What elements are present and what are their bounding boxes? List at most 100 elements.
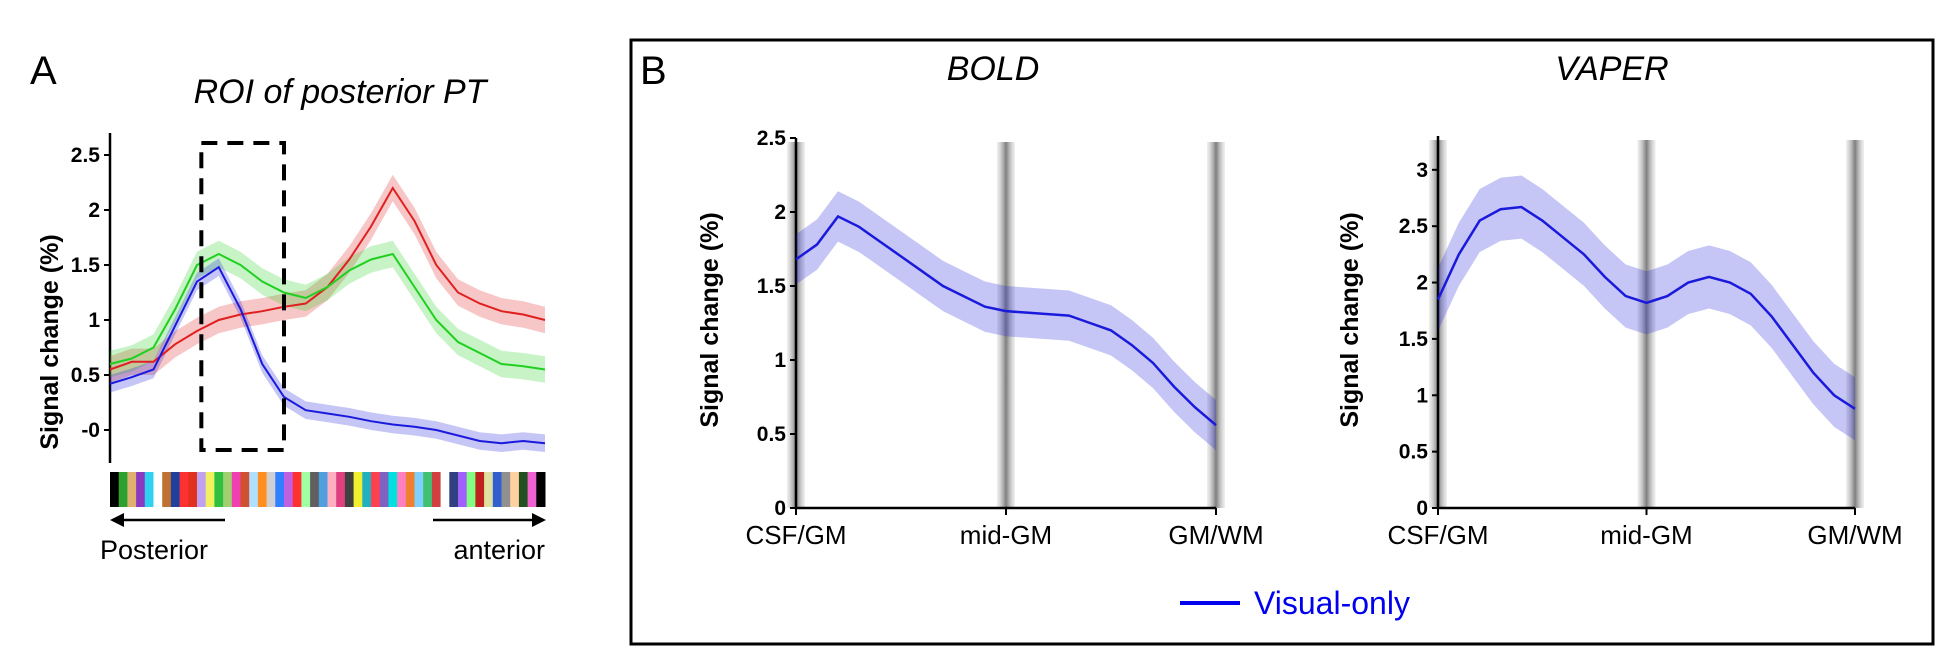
y-tick-label: 2: [1416, 272, 1428, 295]
panel-letter-b: B: [640, 49, 667, 93]
strip-cell: [492, 472, 502, 507]
panel-a-yticks: -0 0.5 1 1.5 2 2.5: [71, 133, 112, 463]
series-line: [795, 214, 1217, 427]
panel-a-title: ROI of posterior PT: [194, 73, 489, 111]
y-tick-label: 2.5: [71, 144, 101, 167]
strip-cell: [431, 472, 442, 507]
strip-cell: [214, 472, 224, 507]
vaper-ylabel: Signal change (%): [1336, 212, 1364, 427]
y-tick-label: 2.5: [1399, 215, 1429, 238]
strip-cell: [231, 472, 241, 507]
strip-cell: [170, 472, 181, 507]
series-line: [109, 265, 546, 445]
series-line: [1436, 205, 1856, 410]
strip-cell: [327, 472, 337, 507]
x-tick-label: mid-GM: [960, 520, 1052, 550]
strip-cell: [301, 472, 311, 507]
y-tick-label: 2.5: [757, 127, 787, 150]
strip-cell: [484, 472, 494, 507]
y-tick-label: 2: [774, 201, 786, 224]
strip-cell: [179, 472, 189, 507]
y-tick-label: 2: [88, 199, 100, 222]
strip-cell: [162, 472, 172, 507]
strip-cell: [344, 472, 355, 507]
strip-cell: [440, 472, 450, 507]
strip-cell: [371, 472, 381, 507]
bold-title: BOLD: [947, 50, 1040, 88]
anterior-arrow-head: [532, 513, 546, 527]
panel-letter-a: A: [30, 49, 57, 93]
series-band: [110, 240, 545, 383]
strip-cell: [292, 472, 302, 507]
strip-cell: [423, 472, 433, 507]
strip-cell: [266, 472, 276, 507]
strip-cell: [414, 472, 424, 507]
y-tick-label: 0.5: [757, 423, 787, 446]
y-tick-label: 0: [774, 497, 786, 520]
posterior-arrow-head: [110, 513, 124, 527]
vaper-xticks: CSF/GM mid-GM GM/WM: [1387, 508, 1903, 550]
strip-cell: [362, 472, 372, 507]
strip-cell: [466, 472, 476, 507]
legend-label: Visual-only: [1254, 585, 1410, 621]
strip-cell: [353, 472, 363, 507]
strip-cell: [188, 472, 198, 507]
strip-cell: [510, 472, 520, 507]
strip-cell: [336, 472, 346, 507]
strip-cell: [310, 472, 320, 507]
vaper-yticks: 0 0.5 1 1.5 2 2.5 3: [1399, 136, 1855, 520]
roi-dashed-box: [199, 141, 287, 452]
strip-cell: [136, 472, 146, 507]
strip-cell: [240, 472, 250, 507]
strip-cell: [518, 472, 529, 507]
strip-cell: [127, 472, 137, 507]
y-tick-label: 0.5: [1399, 441, 1429, 464]
bold-plot: [795, 191, 1217, 451]
anterior-label: anterior: [453, 535, 545, 565]
strip-cell: [118, 472, 128, 507]
strip-cell: [449, 472, 459, 507]
strip-cell: [144, 472, 154, 507]
strip-cell: [458, 472, 468, 507]
y-tick-label: 0: [1416, 497, 1428, 520]
y-tick-label: 1.5: [71, 254, 101, 277]
y-tick-label: 3: [1416, 159, 1428, 182]
strip-cell: [110, 472, 120, 507]
series-band: [110, 174, 545, 383]
x-tick-label: CSF/GM: [745, 520, 846, 550]
strip-cell: [405, 472, 415, 507]
y-tick-label: 1: [1416, 384, 1428, 407]
bold-ylabel: Signal change (%): [696, 212, 724, 427]
series-band: [1438, 175, 1855, 441]
strip-cell: [205, 472, 215, 507]
y-tick-label: -0: [81, 419, 100, 442]
y-tick-label: 1.5: [757, 275, 787, 298]
strip-cell: [249, 472, 259, 507]
strip-cell: [318, 472, 328, 507]
strip-cell: [388, 472, 398, 507]
boundary-bar: [1637, 140, 1656, 508]
vaper-title: VAPER: [1555, 50, 1668, 88]
panel-b-vaper: VAPER Signal change (%) 0 0.5 1 1.5 2 2.5 3 CS…: [1336, 50, 1903, 550]
y-tick-label: 1.5: [1399, 328, 1429, 351]
strip-cell: [397, 472, 407, 507]
strip-cell: [257, 472, 268, 507]
panel-b-frame: [629, 38, 1935, 646]
strip-cell: [527, 472, 537, 507]
posterior-label: Posterior: [100, 535, 208, 565]
boundary-bar: [1207, 142, 1225, 508]
boundary-bar: [1846, 140, 1864, 508]
series-line: [109, 252, 546, 371]
y-tick-label: 1: [774, 349, 786, 372]
vaper-plot: [1436, 175, 1856, 441]
panel-a-plot: [109, 141, 546, 452]
x-tick-label: CSF/GM: [1387, 520, 1488, 550]
boundary-bar: [997, 142, 1015, 508]
panel-b-bold: BOLD Signal change (%) 0 0.5 1 1.5 2 2.5 CSF/…: [696, 50, 1264, 550]
strip-cell: [223, 472, 233, 507]
strip-cell: [379, 472, 389, 507]
strip-cell: [197, 472, 207, 507]
x-tick-label: mid-GM: [1600, 520, 1692, 550]
x-tick-label: GM/WM: [1807, 520, 1902, 550]
